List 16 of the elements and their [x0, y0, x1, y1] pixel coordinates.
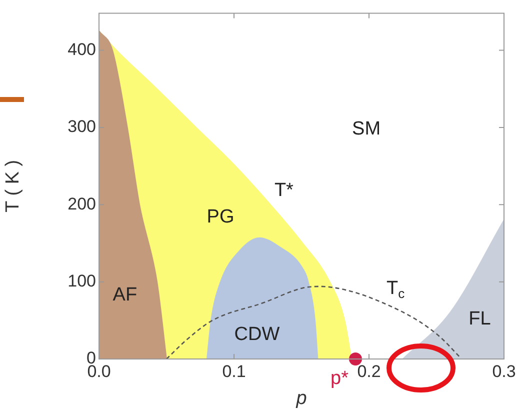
- annotation: T*: [274, 180, 294, 201]
- annotation: AF: [112, 284, 138, 306]
- x-tick-label: 0.1: [222, 362, 246, 381]
- x-axis-title: p: [295, 388, 307, 409]
- y-tick-label: 300: [68, 117, 96, 136]
- y-axis-title: T ( K ): [2, 160, 24, 212]
- x-tick-label: 0.2: [357, 362, 381, 381]
- y-tick-label: 400: [68, 40, 96, 59]
- annotation: CDW: [234, 324, 280, 346]
- annotation: p*: [330, 368, 350, 390]
- annotation: SM: [352, 118, 381, 140]
- x-tick-label: 0.3: [492, 362, 516, 381]
- y-tick-label: 200: [68, 194, 96, 214]
- annotation: FL: [468, 308, 491, 330]
- y-tick-label: 100: [68, 272, 96, 290]
- annotation: PG: [206, 206, 234, 228]
